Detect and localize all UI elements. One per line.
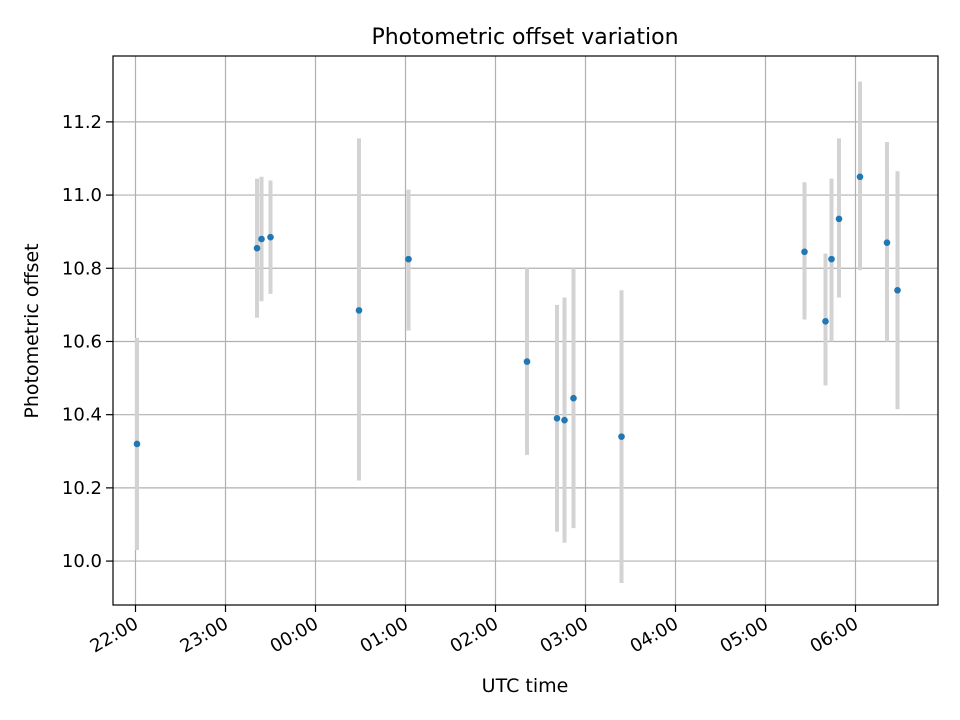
data-point <box>258 235 265 243</box>
data-point <box>570 394 577 402</box>
data-point <box>856 173 864 181</box>
data-point <box>553 415 561 422</box>
data-point <box>883 239 891 246</box>
data-point <box>253 244 261 252</box>
data-point <box>835 215 843 223</box>
data-point <box>894 286 901 294</box>
data-point <box>618 433 625 440</box>
data-point <box>822 318 829 325</box>
data-point <box>561 416 568 424</box>
data-point <box>523 358 531 365</box>
data-point <box>801 248 808 256</box>
y-tick-label: 10.2 <box>62 478 102 499</box>
y-tick-label: 11.2 <box>62 112 102 133</box>
y-tick-label: 10.0 <box>62 551 102 572</box>
y-tick-label: 10.8 <box>62 258 102 279</box>
chart-title: Photometric offset variation <box>371 25 678 50</box>
x-axis-label: UTC time <box>482 675 569 697</box>
y-axis-label: Photometric offset <box>21 243 43 418</box>
data-point <box>828 255 835 263</box>
data-point <box>355 307 363 314</box>
data-points <box>133 173 901 448</box>
y-tick-label: 11.0 <box>62 185 102 206</box>
data-point <box>267 233 274 241</box>
data-point <box>405 255 412 263</box>
y-axis: 10.0 10.2 10.4 10.6 10.8 11.0 11.2 <box>62 112 113 572</box>
plot-frame <box>112 55 939 606</box>
data-point <box>133 440 141 448</box>
y-tick-label: 10.6 <box>62 331 102 352</box>
y-tick-label: 10.4 <box>62 405 102 426</box>
